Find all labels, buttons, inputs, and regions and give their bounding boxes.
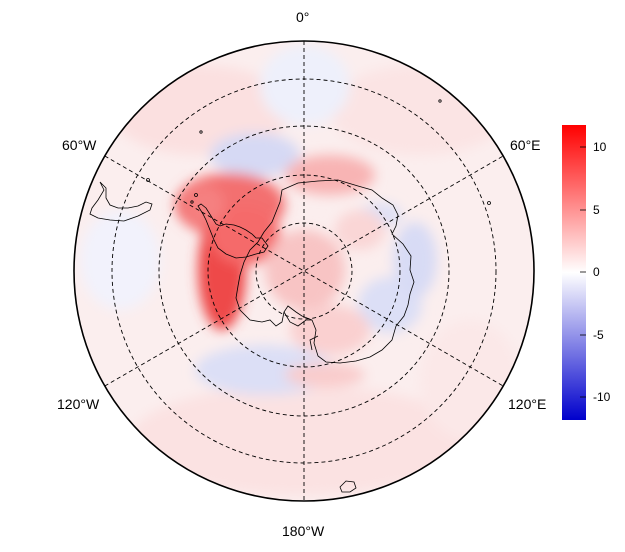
graticule <box>104 41 504 501</box>
lon-label-120e: 120°E <box>508 396 547 412</box>
colorbar-tick-label: -10 <box>593 390 611 404</box>
lon-label-60w: 60°W <box>62 137 97 153</box>
colorbar-tick-label: -5 <box>593 328 604 342</box>
lon-label-180w: 180°W <box>282 523 325 539</box>
lon-label-60e: 60°E <box>510 137 541 153</box>
colorbar <box>562 125 586 420</box>
map-boundary <box>73 40 535 502</box>
lon-label-120w: 120°W <box>57 396 100 412</box>
colorbar-tick-label: 5 <box>593 203 600 217</box>
colorbar-tick-label: 10 <box>593 140 607 154</box>
anomaly-field <box>74 41 534 501</box>
lon-label-0: 0° <box>296 9 310 25</box>
colorbar-gradient <box>562 125 586 420</box>
colorbar-tick-label: 0 <box>593 265 600 279</box>
